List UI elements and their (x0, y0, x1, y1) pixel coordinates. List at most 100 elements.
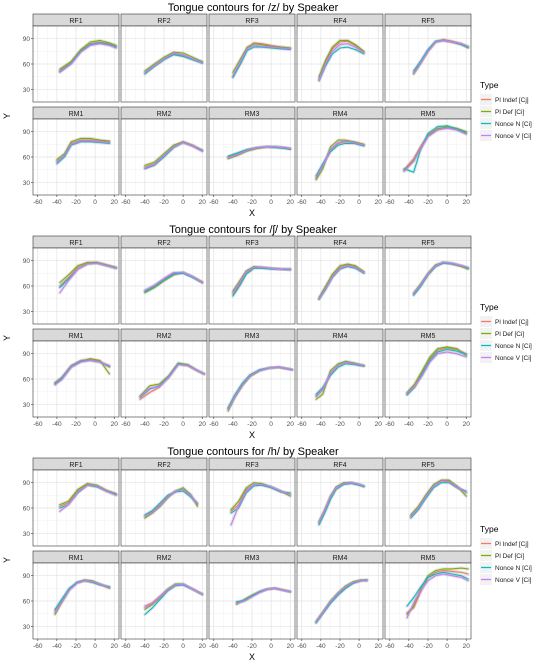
legend-item-label: Nonce N [Ci] (495, 343, 532, 350)
legend: Type Pl Indef [Cj] Pl Def [Ci] Nonce N [Ci]… (480, 80, 532, 141)
x-tick-label: -40 (316, 643, 326, 650)
x-tick-label: -20 (247, 643, 257, 650)
panel-border (296, 25, 384, 103)
x-tick-label: -20 (159, 643, 169, 650)
y-tick-label: 90 (23, 129, 31, 136)
legend-item-label: Nonce V [Ci] (495, 355, 532, 362)
x-tick-label: -60 (297, 643, 307, 650)
facet-panel: RM3 -60 -40 -20 0 20 (208, 106, 296, 206)
x-tick-label: 20 (111, 199, 119, 206)
series-line (59, 482, 117, 506)
legend: Type Pl Indef [Cj] Pl Def [Ci] Nonce N [Ci]… (480, 302, 532, 363)
x-tick-label: -60 (385, 643, 395, 650)
series-line (59, 41, 117, 72)
series-line (315, 140, 365, 178)
series-line (406, 570, 469, 614)
series-line (232, 46, 291, 79)
series-line (232, 44, 291, 77)
facet-panel: RF3 (208, 235, 296, 325)
legend-item-label: Pl Indef [Cj] (495, 319, 529, 326)
x-tick-label: -60 (209, 199, 219, 206)
facet-label: RM5 (421, 111, 436, 118)
x-tick-label: 20 (111, 643, 119, 650)
y-tick-label: 90 (23, 480, 31, 487)
series-line (315, 363, 365, 395)
series-line (318, 482, 365, 526)
facet-panel: RM5 -60 -40 -20 0 20 (384, 550, 472, 650)
x-tick-label: -40 (228, 643, 238, 650)
series-line (56, 137, 110, 161)
x-tick-label: -20 (335, 643, 345, 650)
chart-block: Tongue contours for /z/ by Speaker RF1 30 6… (2, 2, 532, 218)
series-line (315, 361, 365, 398)
facet-label: RM3 (245, 555, 260, 562)
panel-border (384, 469, 472, 547)
panel-border (296, 469, 384, 547)
legend-item-label: Nonce N [Ci] (495, 121, 532, 128)
facet-panel: RF1 30 60 90 (23, 13, 120, 103)
x-tick-label: -20 (423, 199, 433, 206)
facet-label: RF4 (333, 18, 346, 25)
facet-label: RM5 (421, 333, 436, 340)
facet-panel: RM1 30 60 90 -60 -40 -20 0 20 (23, 328, 120, 428)
x-tick-label: 20 (375, 421, 383, 428)
x-tick-label: -40 (404, 421, 414, 428)
series-line (410, 480, 467, 517)
facet-panel: RF3 (208, 13, 296, 103)
series-line (318, 46, 365, 82)
y-tick-label: 90 (23, 573, 31, 580)
y-tick-label: 60 (23, 155, 31, 162)
x-tick-label: -20 (71, 199, 81, 206)
series-line (406, 347, 467, 395)
series-line (144, 142, 203, 169)
facet-panel: RM5 -60 -40 -20 0 20 (384, 328, 472, 428)
panel-border (208, 247, 296, 325)
chart-title: Tongue contours for /z/ by Speaker (168, 2, 339, 14)
facet-label: RM1 (69, 555, 84, 562)
facet-label: RF5 (421, 240, 434, 247)
facet-label: RF3 (245, 240, 258, 247)
series-line (230, 483, 291, 526)
facet-panel: RM2 -60 -40 -20 0 20 (120, 550, 208, 650)
facet-panel: RM3 -60 -40 -20 0 20 (208, 328, 296, 428)
facet-panel: RF4 (296, 457, 384, 547)
legend-item-label: Nonce V [Ci] (495, 577, 532, 584)
x-tick-label: -60 (33, 643, 43, 650)
x-tick-label: 20 (199, 199, 207, 206)
x-tick-label: -20 (335, 199, 345, 206)
y-tick-label: 90 (23, 36, 31, 43)
series-line (403, 125, 467, 173)
x-tick-label: 0 (181, 421, 185, 428)
series-line (410, 479, 467, 516)
facet-panel: RF2 (120, 235, 208, 325)
facet-label: RM1 (69, 333, 84, 340)
panel-border (120, 25, 208, 103)
x-tick-label: 0 (357, 643, 361, 650)
y-tick-label: 60 (23, 506, 31, 513)
facet-label: RF3 (245, 462, 258, 469)
series-line (318, 40, 365, 80)
series-line (403, 127, 467, 172)
panel-border (296, 247, 384, 325)
legend-item-label: Pl Def [Ci] (495, 331, 524, 338)
facet-panel: RF2 (120, 13, 208, 103)
series-line (56, 141, 110, 165)
series-line (406, 571, 469, 607)
facet-label: RF5 (421, 462, 434, 469)
series-line (406, 573, 469, 619)
facet-label: RF4 (333, 240, 346, 247)
legend-item-label: Nonce V [Ci] (495, 133, 532, 140)
panel-border (384, 247, 472, 325)
x-tick-label: 0 (445, 421, 449, 428)
facet-panel: RF1 30 60 90 (23, 457, 120, 547)
x-tick-label: -20 (247, 421, 257, 428)
y-tick-label: 60 (23, 62, 31, 69)
panel-border (208, 469, 296, 547)
facet-label: RF1 (69, 240, 82, 247)
x-tick-label: -40 (228, 421, 238, 428)
x-axis-label: X (249, 430, 255, 440)
series-line (59, 43, 117, 73)
facet-label: RM1 (69, 111, 84, 118)
legend-item-label: Pl Def [Ci] (495, 109, 524, 116)
x-tick-label: -40 (228, 199, 238, 206)
